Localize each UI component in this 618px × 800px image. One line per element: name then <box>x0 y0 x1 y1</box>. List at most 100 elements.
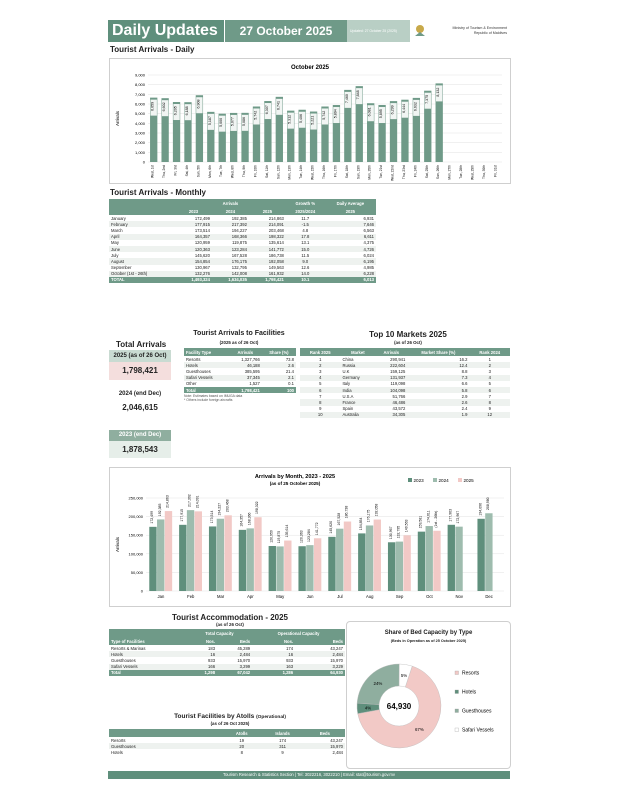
monthly-bar <box>447 524 455 591</box>
daily-data-label: 6,188 <box>185 106 189 115</box>
table-cell: 8 <box>469 399 510 406</box>
ministry-line-2: Republic of Maldives <box>473 31 507 35</box>
daily-bar <box>424 90 432 162</box>
daily-x-tick: Fri, 24th <box>413 165 417 177</box>
monthly-bar <box>425 526 433 591</box>
table-cell: 6.6 <box>461 381 468 387</box>
market-row: 10 Australia 34,305 1.9 12 <box>300 411 510 418</box>
daily-x-tick: Thu, 30th <box>482 165 486 179</box>
table-cell: 222,604 <box>375 362 408 369</box>
table-cell: 17.8 <box>285 233 325 240</box>
pie-center-label: 64,930 <box>387 702 412 711</box>
monthly-data-label: 123,284 <box>307 529 311 542</box>
monthly-bar <box>208 526 217 591</box>
daily-bar <box>229 112 238 162</box>
facility-row: Safari Vessels 37,345 2.1 <box>184 374 296 381</box>
monthly-data-label: (1st - 26th) <box>434 511 438 528</box>
table-cell: 120,363 <box>175 245 212 253</box>
table-cell: 9 <box>281 749 284 755</box>
table-cell: Safari Vessels <box>109 663 187 670</box>
daily-label-bg <box>321 108 329 125</box>
accommodation-row: Resorts & Marinas 183 45,289 174 43,247 <box>109 645 345 651</box>
market-row: 6 India 104,098 5.8 6 <box>300 386 510 394</box>
total-2023-value: 1,878,543 <box>109 441 171 458</box>
accommodation-subtitle: (as of 26 Oct) <box>216 622 244 627</box>
table-cell: October (1st - 26th) <box>109 270 175 277</box>
mkt-col-arrivals: Arrivals <box>375 348 408 356</box>
monthly-bar <box>194 511 202 591</box>
monthly-data-label: 141,772 <box>315 522 319 535</box>
table-cell: 933 <box>286 657 294 663</box>
daily-data-label: 8,132 <box>436 88 440 97</box>
footer: Tourism Research & Statistics Section | … <box>108 771 510 779</box>
monthly-data-label: 208,980 <box>486 497 490 510</box>
accommodation-table-wrap: Total Capacity Operational Capacity Type… <box>109 629 345 676</box>
table-cell: 130,967 <box>194 265 210 271</box>
monthly-data-label: 174,611 <box>426 510 430 522</box>
total-2025-label: 2025 (as of 26 Oct) <box>109 350 171 362</box>
table-cell: 194,227 <box>231 227 247 233</box>
pie-subtitle: (Beds in Operation as of 25 October 2025… <box>390 639 467 643</box>
table-cell: Total <box>184 386 229 394</box>
monthly-y-tick: 50,000 <box>131 570 144 575</box>
table-cell: 163 <box>252 663 296 670</box>
table-cell: 172,499 <box>194 215 210 221</box>
table-cell: 3,229 <box>295 663 345 670</box>
daily-label-bg <box>150 99 157 116</box>
daily-label-bg <box>230 114 237 131</box>
table-cell: 174 <box>286 645 294 651</box>
table-cell: Total <box>109 669 187 676</box>
monthly-data-label: 217,392 <box>188 494 192 507</box>
table-cell: 198,322 <box>248 233 286 240</box>
table-cell: 123,284 <box>211 245 249 253</box>
table-cell: 2,484 <box>217 651 253 658</box>
monthly-bar <box>387 542 396 591</box>
monthly-y-tick: 250,000 <box>129 496 144 501</box>
table-cell: 4,726 <box>324 245 376 253</box>
daily-data-label: 5,187 <box>208 116 212 125</box>
pie-svg: 67% 4% 24% 5% 64,930 Resorts Hotels Guesthouses… <box>356 663 494 749</box>
monthly-y-tick: 0 <box>141 589 144 594</box>
table-cell: 6,611 <box>324 233 376 240</box>
table-cell: 120,959 <box>194 240 210 246</box>
table-cell: 6,013 <box>324 276 376 284</box>
daily-bar <box>367 103 375 162</box>
monthly-bar <box>224 515 232 591</box>
table-cell: 1 <box>319 356 322 362</box>
monthly-bar <box>477 518 485 591</box>
atolls-table-wrap: Atolls Islands Beds Resorts 19 174 43,247 Gu… <box>109 729 345 756</box>
monthly-data-label: 168,366 <box>247 512 251 525</box>
pie-slice <box>357 665 442 749</box>
monthly-data-label: 198,322 <box>255 501 259 514</box>
monthly-y-tick: 150,000 <box>129 533 144 538</box>
table-cell: 1,634,035 <box>211 276 249 284</box>
table-cell: 2,484 <box>332 749 343 755</box>
pie-legend-label: Hotels <box>462 690 477 696</box>
table-cell: 8.8 <box>461 368 468 374</box>
daily-data-label: 5,742 <box>253 111 257 120</box>
daily-y-tick: 8,000 <box>135 82 146 87</box>
daily-label-bg <box>276 98 283 115</box>
table-cell: 166 <box>186 663 218 670</box>
daily-label-bg <box>264 103 272 120</box>
mkt-col-market: Market <box>340 348 376 356</box>
total-arrivals-title: Total Arrivals <box>116 340 167 349</box>
pie-slice-label: 67% <box>415 727 424 732</box>
bed-share-chart: Share of Bed Capacity by Type (Beds in O… <box>346 621 511 769</box>
monthly-data-label: 154,854 <box>359 517 363 530</box>
table-cell: 1,327,766 <box>241 356 260 362</box>
daily-x-tick: Sat, 4th <box>185 165 189 177</box>
table-cell: 73.8 <box>285 356 294 362</box>
daily-data-label: 6,299 <box>391 105 395 114</box>
table-cell: 11.5 <box>301 252 310 258</box>
table-cell: 385,595 <box>244 368 260 374</box>
daily-bar <box>309 111 318 162</box>
report-date: 27 October 2025 <box>224 20 347 42</box>
table-cell: Spain <box>342 406 354 412</box>
acc-col-op-beds: Beds <box>295 637 345 645</box>
monthly-data-label: 149,563 <box>404 519 408 532</box>
monthly-y-tick: 100,000 <box>129 551 144 556</box>
table-cell: 131,937 <box>375 374 408 381</box>
daily-label-bg <box>298 111 306 128</box>
daily-x-tick: Mon, 27th <box>448 165 452 180</box>
